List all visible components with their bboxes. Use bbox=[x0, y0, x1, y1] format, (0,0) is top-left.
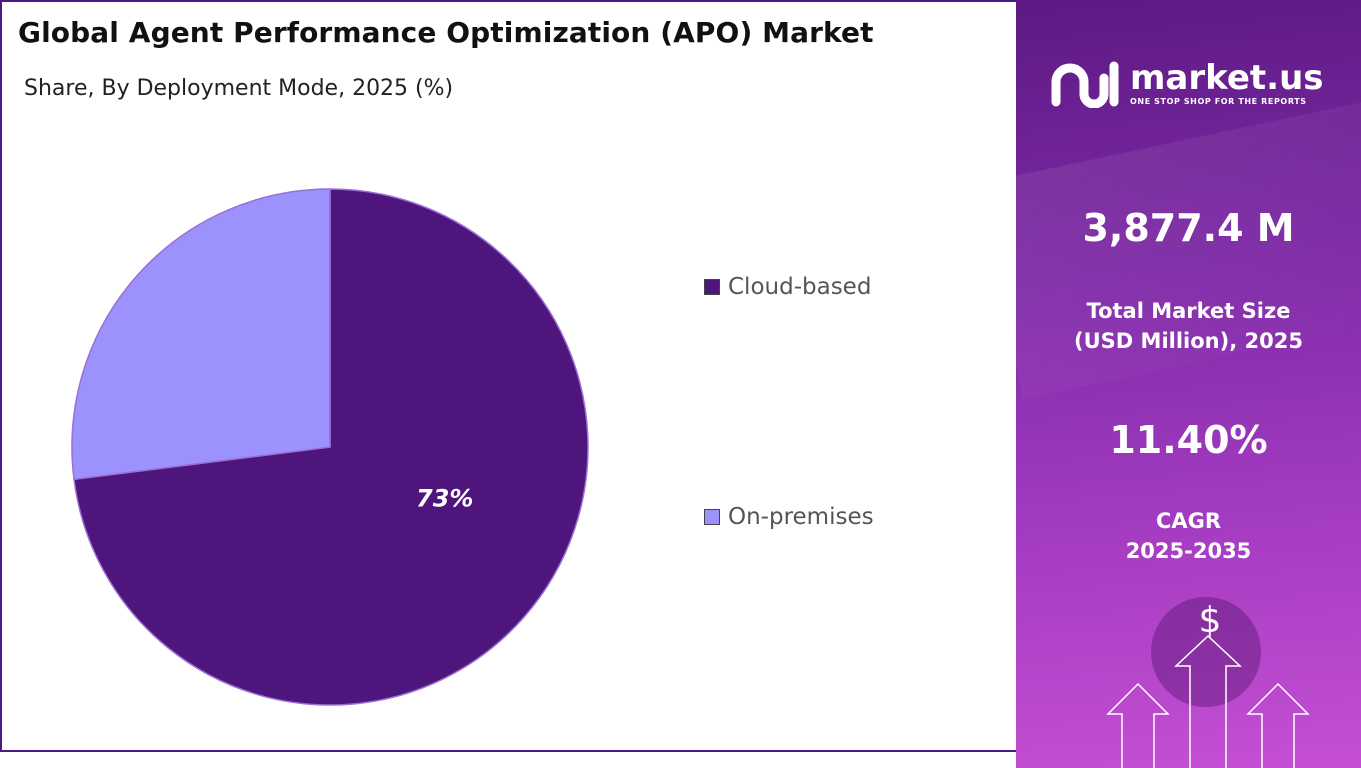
cagr-label-line2: 2025-2035 bbox=[1125, 539, 1252, 563]
chart-title: Global Agent Performance Optimization (A… bbox=[18, 16, 874, 49]
legend-label-on-premises: On-premises bbox=[728, 504, 874, 530]
legend-item-cloud-based: Cloud-based bbox=[704, 274, 871, 300]
data-label-cloud-based: 73% bbox=[416, 484, 473, 512]
brand-name: market.us bbox=[1130, 57, 1324, 98]
market-size-label-line2: (USD Million), 2025 bbox=[1074, 329, 1303, 353]
summary-panel: market.us ONE STOP SHOP FOR THE REPORTS … bbox=[1016, 0, 1361, 768]
market-size-label-line1: Total Market Size bbox=[1086, 299, 1291, 323]
pie-slice-cloud-based bbox=[73, 188, 589, 706]
cagr-label-line1: CAGR bbox=[1155, 509, 1222, 533]
legend-swatch-cloud-based bbox=[704, 279, 720, 295]
chart-subtitle: Share, By Deployment Mode, 2025 (%) bbox=[24, 76, 454, 101]
legend-item-on-premises: On-premises bbox=[704, 504, 874, 530]
dollar-sign-icon: $ bbox=[1199, 600, 1222, 641]
market-us-logo-icon bbox=[1051, 61, 1119, 108]
brand-tagline: ONE STOP SHOP FOR THE REPORTS bbox=[1130, 96, 1307, 106]
cagr-value: 11.40% bbox=[1109, 418, 1268, 462]
legend-swatch-on-premises bbox=[704, 509, 720, 525]
pie-slice-on-premises bbox=[71, 188, 331, 481]
growth-arrows-icon: $ bbox=[1106, 597, 1310, 768]
market-size-value: 3,877.4 M bbox=[1082, 206, 1295, 250]
brand-logo: market.us ONE STOP SHOP FOR THE REPORTS bbox=[1050, 58, 1324, 108]
legend-label-cloud-based: Cloud-based bbox=[728, 274, 872, 300]
pie-chart: 73% bbox=[71, 188, 589, 706]
chart-frame: Global Agent Performance Optimization (A… bbox=[0, 0, 1016, 752]
